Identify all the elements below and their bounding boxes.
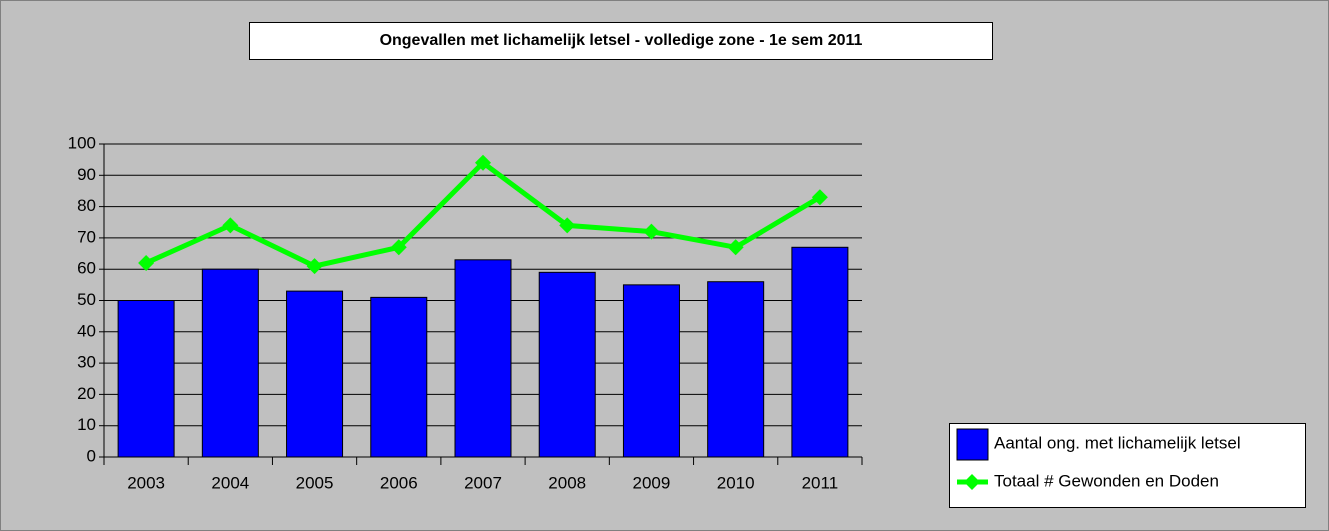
y-tick-label: 80 <box>77 196 96 215</box>
x-tick-label: 2006 <box>380 473 418 492</box>
x-tick-label: 2004 <box>211 473 249 492</box>
line-marker <box>727 239 744 256</box>
legend-label: Totaal # Gewonden en Doden <box>994 471 1219 490</box>
bar <box>707 281 765 458</box>
legend <box>949 423 1306 508</box>
bar <box>370 296 428 458</box>
y-tick-label: 50 <box>77 290 96 309</box>
title-box <box>249 22 993 60</box>
bar <box>201 268 259 458</box>
y-tick-label: 40 <box>77 321 96 340</box>
line-marker <box>811 189 828 206</box>
line-marker <box>390 239 407 256</box>
line-marker <box>222 217 239 234</box>
line-marker <box>643 223 660 240</box>
y-tick-label: 60 <box>77 259 96 278</box>
x-tick-label: 2008 <box>548 473 586 492</box>
legend-label: Aantal ong. met lichamelijk letsel <box>994 433 1241 452</box>
y-tick-label: 30 <box>77 353 96 372</box>
x-tick-label: 2009 <box>633 473 671 492</box>
y-tick-label: 10 <box>77 415 96 434</box>
bar <box>622 284 680 458</box>
bar <box>538 271 596 458</box>
x-tick-label: 2011 <box>802 473 839 492</box>
line-marker <box>559 217 576 234</box>
x-tick-label: 2003 <box>127 473 165 492</box>
bar <box>791 246 849 458</box>
legend-swatch <box>956 428 989 461</box>
line-marker <box>306 258 323 275</box>
y-tick-label: 20 <box>77 384 96 403</box>
y-tick-label: 70 <box>77 227 96 246</box>
x-tick-label: 2007 <box>464 473 502 492</box>
line-marker <box>138 254 155 271</box>
chart-title: Ongevallen met lichamelijk letsel - voll… <box>380 32 863 49</box>
bar <box>454 259 512 458</box>
line-marker <box>475 154 491 171</box>
y-tick-label: 90 <box>77 165 96 184</box>
bar <box>117 300 175 458</box>
y-tick-label: 0 <box>87 446 96 465</box>
x-tick-label: 2010 <box>717 473 755 492</box>
y-tick-label: 100 <box>68 133 96 152</box>
x-tick-label: 2005 <box>296 473 334 492</box>
bar <box>286 290 344 458</box>
legend-marker <box>964 474 980 490</box>
